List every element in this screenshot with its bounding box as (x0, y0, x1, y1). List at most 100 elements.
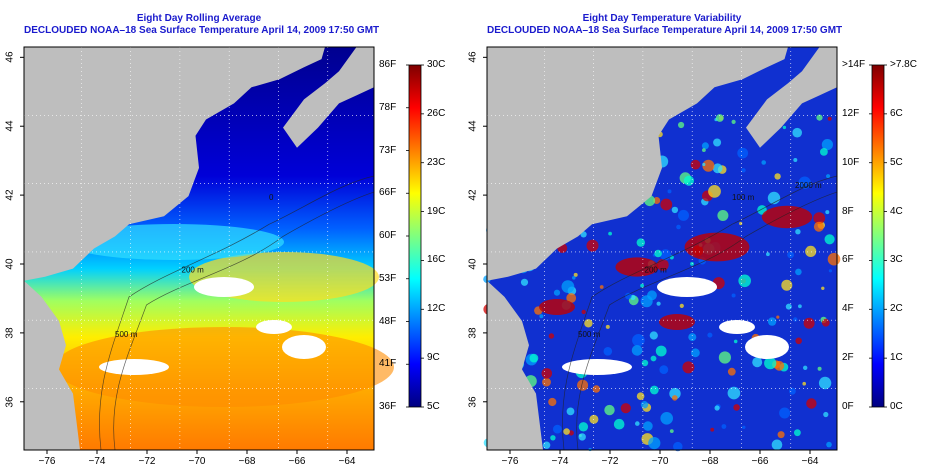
variability-speck (660, 412, 673, 425)
variability-speck (828, 269, 833, 273)
variability-speck (764, 357, 777, 370)
variability-speck (673, 441, 683, 452)
variability-speck (649, 385, 659, 395)
colorbar-label-celsius: 6C (890, 107, 903, 119)
variability-speck (641, 359, 649, 367)
y-tick-label: 46 (4, 51, 16, 63)
variability-speck (793, 158, 798, 162)
colorbar-label-fahrenheit: 4F (842, 303, 854, 315)
y-tick-label: 44 (4, 120, 16, 132)
y-tick-label: 42 (467, 189, 479, 201)
variability-speck (742, 425, 746, 429)
x-tick-label: −70 (651, 456, 669, 467)
variability-speck (541, 368, 553, 379)
variability-speck (737, 147, 749, 159)
colorbar-label-celsius: 23C (427, 156, 446, 168)
cloud-mask (745, 335, 789, 359)
variability-speck (578, 422, 589, 432)
y-tick-label: 38 (4, 327, 16, 339)
variability-speck (572, 276, 576, 280)
variability-speck (650, 355, 657, 362)
x-tick-label: −70 (188, 456, 206, 467)
variability-speck (603, 347, 613, 356)
land-mass-north (24, 47, 325, 281)
variability-speck (727, 367, 736, 376)
variability-speck (795, 229, 801, 235)
contour-label: 200 m (182, 266, 205, 275)
variability-speck (715, 114, 724, 122)
variability-speck (787, 251, 794, 259)
variability-speck (542, 441, 551, 449)
variability-speck (563, 428, 570, 435)
variability-speck (643, 421, 653, 431)
variability-speck (824, 234, 835, 245)
land-mass-north (487, 47, 788, 281)
variability-speck (714, 405, 720, 411)
colorbar-label-fahrenheit: 48F (379, 315, 397, 327)
variability-speck (721, 424, 727, 429)
variability-speck (821, 318, 830, 327)
variability-speck (782, 125, 787, 130)
bathymetry-contour (562, 175, 838, 451)
variability-speck (733, 339, 738, 344)
variability-speck (803, 317, 815, 329)
variability-speck (766, 252, 770, 257)
variability-speck (738, 274, 751, 288)
variability-speck (577, 379, 589, 391)
variability-speck (691, 348, 700, 358)
x-tick-label: −68 (238, 456, 256, 467)
variability-speck (818, 376, 832, 390)
variability-speck (777, 431, 785, 439)
variability-speck (653, 197, 661, 204)
variability-speck (573, 272, 578, 277)
variability-speck (655, 345, 667, 357)
map-frame (486, 46, 838, 451)
variability-speck (649, 331, 658, 340)
variability-speck (813, 221, 824, 232)
right-title-line1: Eight Day Temperature Variability (582, 13, 742, 24)
colorbar-label-celsius: 12C (427, 303, 446, 315)
variability-speck (553, 424, 562, 434)
variability-speck (539, 314, 544, 319)
variability-speck (599, 285, 604, 289)
variability-speck (604, 404, 615, 416)
variability-speck (776, 315, 780, 319)
variability-speck (584, 319, 593, 328)
variability-speck (636, 238, 645, 247)
variability-speck (640, 401, 649, 409)
contour-label: 200 m (645, 266, 668, 275)
colorbar-label-fahrenheit: 6F (842, 254, 854, 266)
variability-speck (635, 421, 640, 426)
colorbar-label-fahrenheit: 78F (379, 101, 397, 113)
variability-speck (605, 324, 610, 329)
variability-speck (793, 317, 798, 322)
colorbar-label-celsius: 3C (890, 254, 903, 266)
colorbar-label-fahrenheit: 53F (379, 272, 397, 284)
y-tick-label: 36 (4, 396, 16, 408)
contour-label: 500 m (578, 330, 601, 339)
variability-speck (702, 148, 706, 153)
colorbar-label-fahrenheit: 0F (842, 401, 854, 412)
land-mass-south (487, 280, 543, 450)
variability-speck (648, 437, 661, 450)
variability-speck (690, 159, 701, 170)
colorbar-label-fahrenheit: 8F (842, 205, 854, 217)
colorbar-label-fahrenheit: 41F (379, 358, 397, 370)
high-variability-patch (761, 205, 813, 229)
right-map: 500 m 200 m 100 m 2000 m (483, 46, 887, 454)
colorbar-label-fahrenheit: >14F (842, 59, 866, 70)
map-frame (23, 46, 375, 451)
variability-speck (632, 334, 645, 347)
variability-speck (727, 386, 741, 400)
x-tick-label: −72 (601, 456, 619, 467)
y-tick-label: 40 (4, 258, 16, 270)
variability-speck (529, 353, 539, 363)
cloud-mask (256, 320, 292, 334)
colorbar-label-fahrenheit: 10F (842, 156, 860, 168)
variability-speck (561, 280, 575, 293)
variability-speck (774, 173, 781, 180)
contour-label: 500 m (115, 330, 138, 339)
left-map: 500 m 200 m 0 (20, 46, 424, 454)
variability-speck (739, 221, 743, 226)
high-variability-patch (659, 314, 695, 330)
